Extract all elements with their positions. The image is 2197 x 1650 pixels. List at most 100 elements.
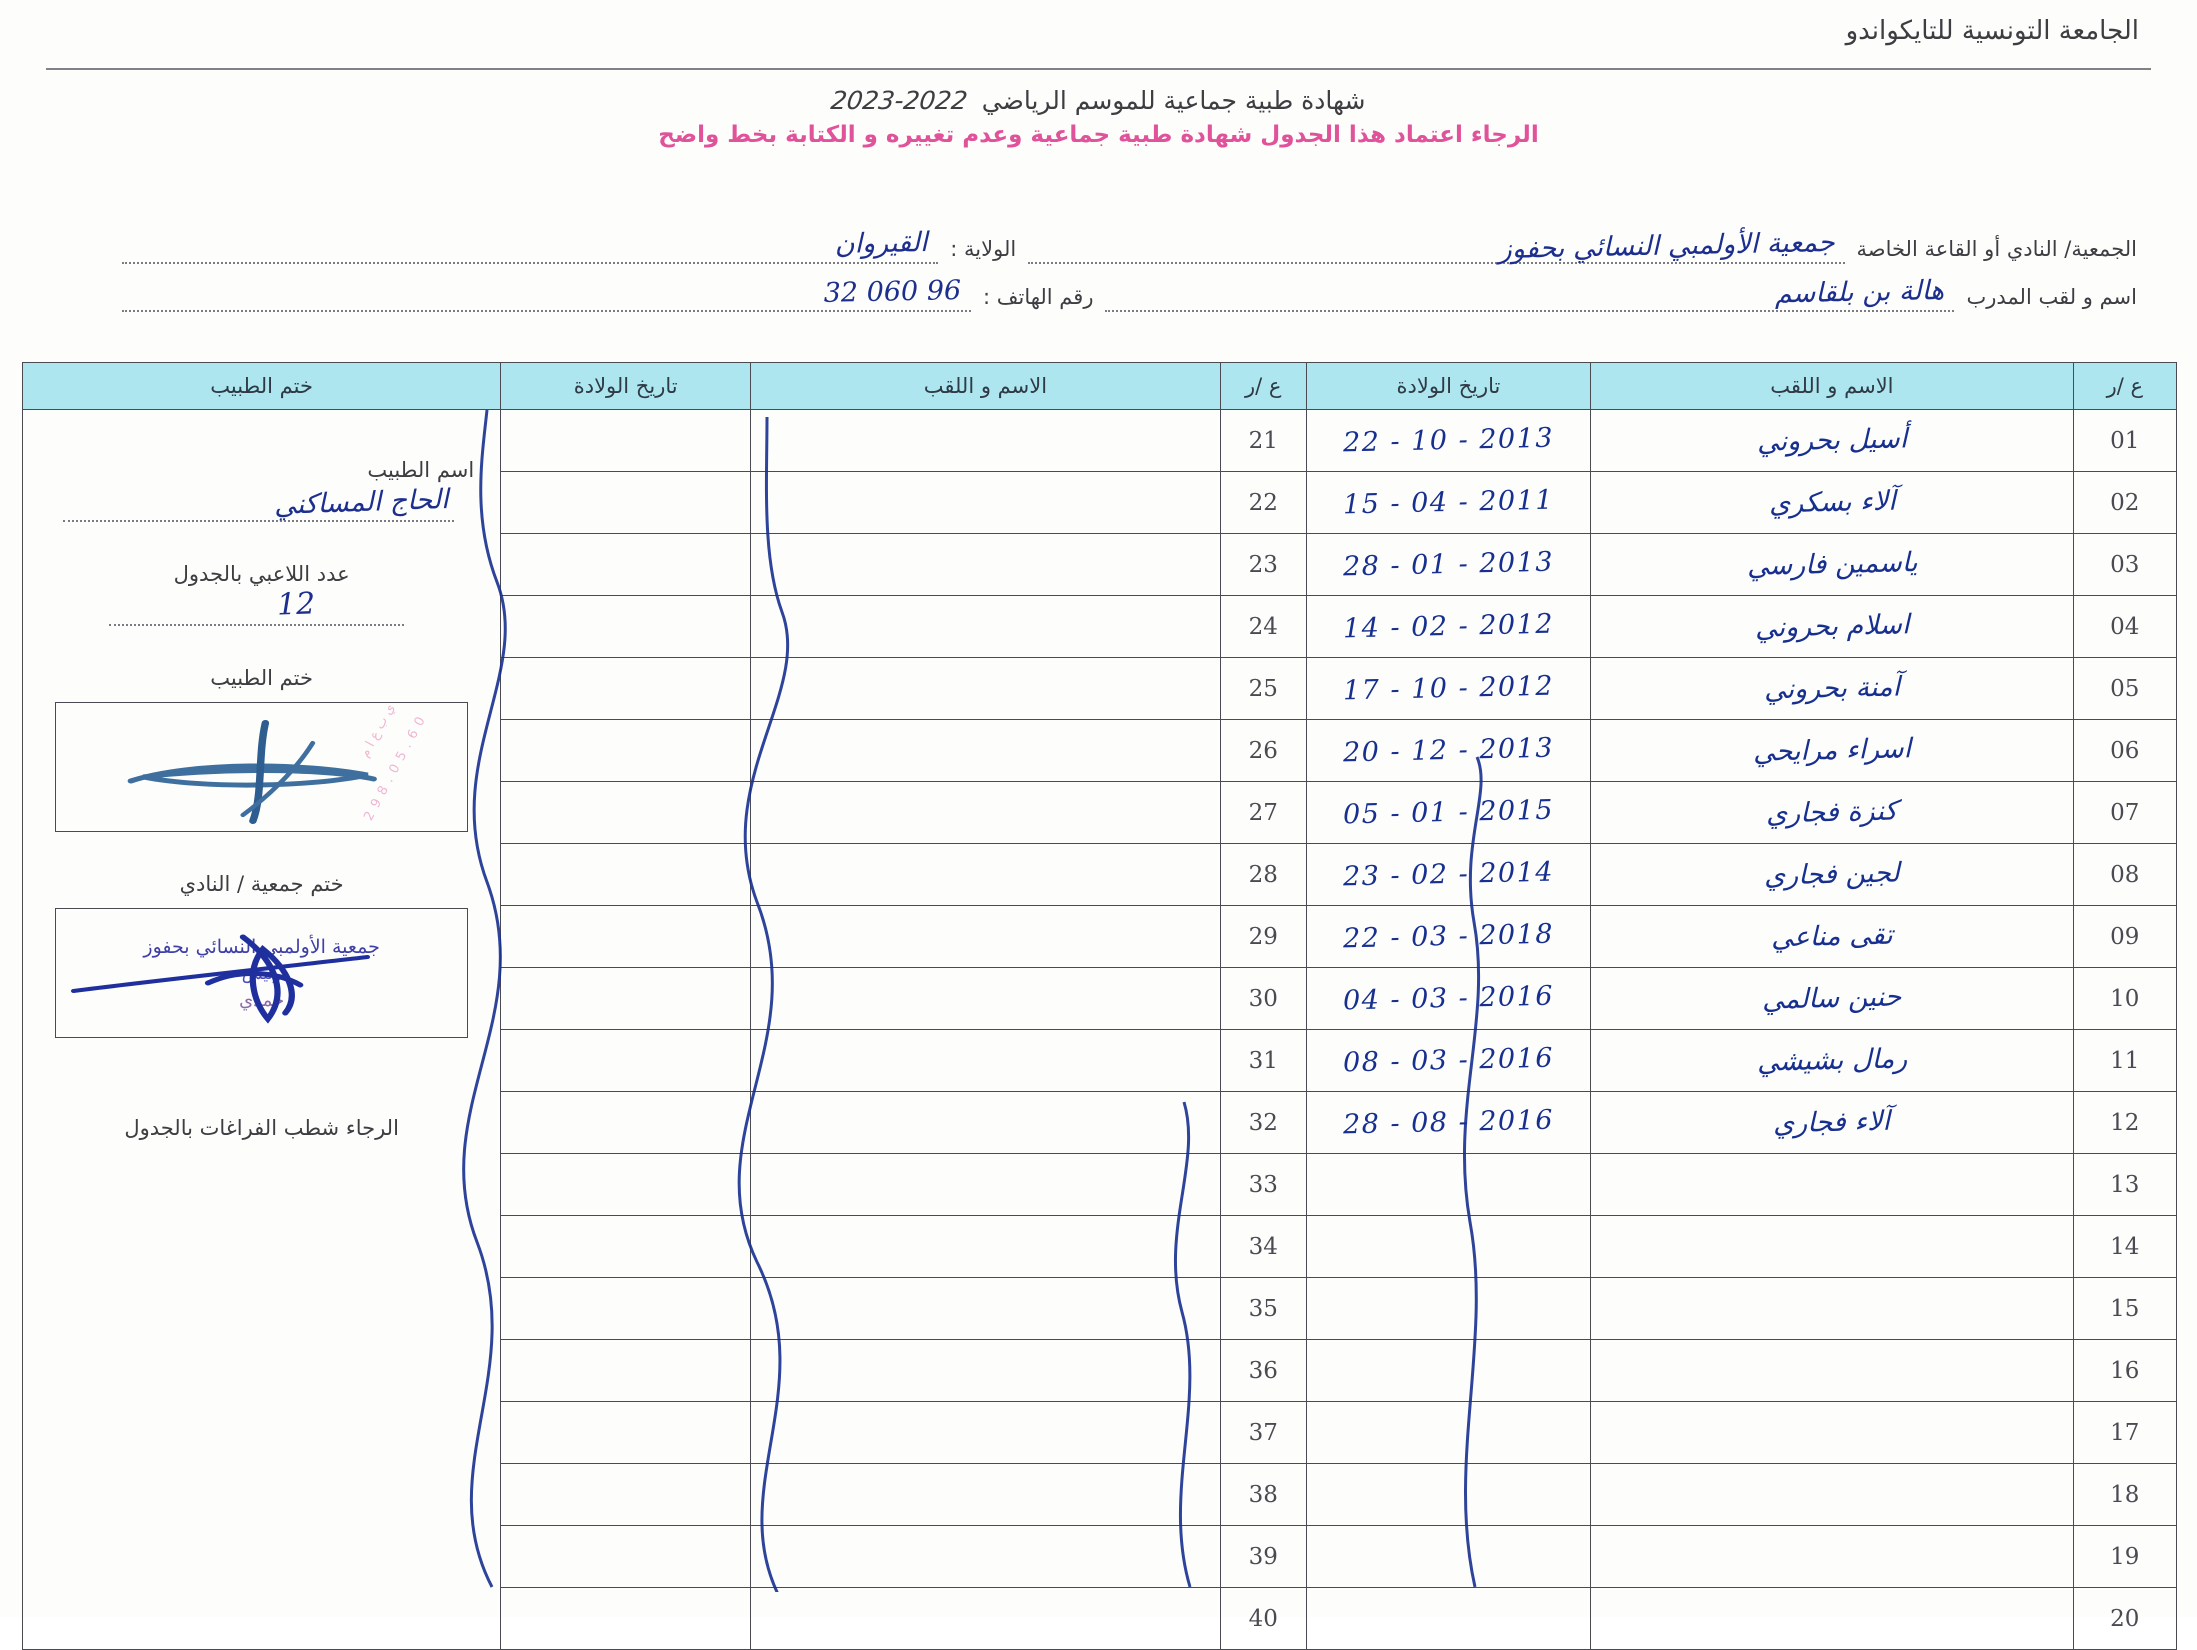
- cell-name-right[interactable]: اسراء مرايحي: [1590, 719, 2074, 782]
- cell-dob-right[interactable]: 2016 - 03 - 04: [1305, 967, 1592, 1030]
- cell-dob-left[interactable]: [500, 1339, 752, 1402]
- cell-number-left: 30: [1219, 967, 1307, 1030]
- cell-dob-left[interactable]: [500, 1525, 752, 1588]
- cell-dob-left[interactable]: [500, 967, 752, 1030]
- cell-dob-left[interactable]: [500, 1277, 752, 1340]
- club-field[interactable]: جمعية الأولمبي النسائي بحفوز: [1028, 227, 1845, 265]
- cell-name-right[interactable]: [1590, 1587, 2074, 1650]
- cell-dob-left[interactable]: [500, 781, 752, 844]
- table-row: 14 34: [23, 1215, 2178, 1278]
- cell-name-right[interactable]: [1590, 1339, 2074, 1402]
- cell-name-right[interactable]: تقى مناعي: [1590, 905, 2074, 968]
- cell-name-left[interactable]: [750, 843, 1221, 906]
- cell-name-left[interactable]: [750, 1587, 1221, 1650]
- cell-name-left[interactable]: [750, 1339, 1221, 1402]
- cell-dob-left[interactable]: [500, 843, 752, 906]
- cell-name-left[interactable]: [750, 471, 1221, 534]
- club-president-signature: [70, 934, 371, 1024]
- cell-dob-left[interactable]: [500, 1463, 752, 1526]
- cell-name-left[interactable]: [750, 1401, 1221, 1464]
- cell-name-right[interactable]: أسيل بحروني: [1590, 409, 2074, 472]
- cell-name-right[interactable]: [1590, 1463, 2074, 1526]
- cell-name-left[interactable]: [750, 1525, 1221, 1588]
- doctor-name-field[interactable]: الحاج المساكني: [63, 484, 455, 522]
- cell-dob-right[interactable]: 2016 - 03 - 08: [1305, 1029, 1592, 1092]
- cell-name-right[interactable]: آلاء بسكري: [1590, 471, 2074, 534]
- cell-name-right[interactable]: [1590, 1401, 2074, 1464]
- cell-name-left[interactable]: [750, 1153, 1221, 1216]
- cell-name-right[interactable]: [1590, 1277, 2074, 1340]
- cell-name-left[interactable]: [750, 1277, 1221, 1340]
- phone-field[interactable]: 96 060 32: [121, 275, 971, 312]
- cell-name-left[interactable]: [750, 595, 1221, 658]
- cell-dob-right[interactable]: [1305, 1215, 1592, 1278]
- cell-dob-right[interactable]: 2016 - 08 - 28: [1305, 1091, 1592, 1154]
- cell-dob-right[interactable]: 2012 - 02 - 14: [1305, 595, 1592, 658]
- cell-dob-right[interactable]: 2012 - 10 - 17: [1305, 657, 1592, 720]
- cell-dob-right[interactable]: [1305, 1153, 1592, 1216]
- cell-name-right[interactable]: اسلام بحروني: [1590, 595, 2074, 658]
- cell-name-right[interactable]: حنين سالمي: [1590, 967, 2074, 1030]
- cell-dob-right[interactable]: [1305, 1339, 1592, 1402]
- cell-name-right[interactable]: [1590, 1215, 2074, 1278]
- cell-dob-right[interactable]: [1305, 1587, 1592, 1650]
- cell-dob-right[interactable]: 2018 - 03 - 22: [1305, 905, 1592, 968]
- doctor-stamp-label: ختم الطبيب: [210, 666, 313, 690]
- cell-number-right: 16: [2072, 1339, 2178, 1402]
- cell-dob-left[interactable]: [500, 595, 752, 658]
- cell-name-right[interactable]: كنزة فجاري: [1590, 781, 2074, 844]
- cell-dob-right[interactable]: [1305, 1463, 1592, 1526]
- cell-dob-right[interactable]: 2014 - 02 - 23: [1305, 843, 1592, 906]
- cell-name-left[interactable]: [750, 719, 1221, 782]
- cell-dob-left[interactable]: [500, 471, 752, 534]
- cell-dob-left[interactable]: [500, 657, 752, 720]
- cell-dob-left[interactable]: [500, 719, 752, 782]
- cell-dob-left[interactable]: [500, 1401, 752, 1464]
- cell-name-left[interactable]: [750, 1463, 1221, 1526]
- cell-name-right[interactable]: رمال بشيشي: [1590, 1029, 2074, 1092]
- cell-name-right[interactable]: [1590, 1525, 2074, 1588]
- state-field[interactable]: القيروان: [121, 227, 939, 264]
- cell-name-left[interactable]: [750, 1215, 1221, 1278]
- cell-name-left[interactable]: [750, 409, 1221, 472]
- cell-dob-right[interactable]: 2015 - 01 - 05: [1305, 781, 1592, 844]
- cell-dob-left[interactable]: [500, 1091, 752, 1154]
- cell-dob-left[interactable]: [500, 1587, 752, 1650]
- cell-name-left[interactable]: [750, 1029, 1221, 1092]
- cell-dob-right[interactable]: 2013 - 12 - 20: [1305, 719, 1592, 782]
- cell-name-left[interactable]: [750, 1091, 1221, 1154]
- cell-number-left: 32: [1219, 1091, 1307, 1154]
- cell-name-left[interactable]: [750, 905, 1221, 968]
- cell-dob-right[interactable]: 2013 - 10 - 22: [1305, 409, 1592, 472]
- cell-dob-right[interactable]: [1305, 1525, 1592, 1588]
- cell-name-right[interactable]: آلاء فجاري: [1590, 1091, 2074, 1154]
- player-count-field[interactable]: 12: [109, 586, 405, 626]
- cell-name-right-value: آلاء بسكري: [1768, 485, 1896, 520]
- table-head: ع /ر الاسم و اللقب تاريخ الولادة ع /ر ال…: [21, 362, 2178, 410]
- cell-dob-right[interactable]: 2011 - 04 - 15: [1305, 471, 1592, 534]
- cell-name-left[interactable]: [750, 781, 1221, 844]
- doctor-stamp-box[interactable]: ط ب ي ب ع ا م 0 6 . 5 0 . 8 9 2: [55, 702, 469, 832]
- cell-name-right[interactable]: [1590, 1153, 2074, 1216]
- cell-number-left: 26: [1219, 719, 1307, 782]
- cell-dob-left[interactable]: [500, 533, 752, 596]
- cell-name-left[interactable]: [750, 657, 1221, 720]
- cell-name-left[interactable]: [750, 967, 1221, 1030]
- col-header-name-right: الاسم و اللقب: [1590, 362, 2074, 410]
- cell-dob-left[interactable]: [500, 1029, 752, 1092]
- cell-dob-left[interactable]: [500, 409, 752, 472]
- cell-dob-left[interactable]: [500, 905, 752, 968]
- cell-dob-left[interactable]: [500, 1153, 752, 1216]
- cell-name-right[interactable]: لجين فجاري: [1590, 843, 2074, 906]
- cell-name-right-value: اسلام بحروني: [1754, 609, 1910, 644]
- cell-name-right[interactable]: آمنة بحروني: [1590, 657, 2074, 720]
- cell-name-left[interactable]: [750, 533, 1221, 596]
- coach-field[interactable]: هالة بن بلقاسم: [1105, 275, 1955, 312]
- cell-dob-right[interactable]: [1305, 1401, 1592, 1464]
- club-stamp-box[interactable]: جمعية الأولمبي النسائي بحفوز رئيس حمدي: [55, 908, 469, 1038]
- season-label: 2023-2022: [829, 86, 970, 115]
- cell-dob-right[interactable]: 2013 - 01 - 28: [1305, 533, 1592, 596]
- cell-dob-right[interactable]: [1305, 1277, 1592, 1340]
- cell-name-right[interactable]: ياسمين فارسي: [1590, 533, 2074, 596]
- cell-dob-left[interactable]: [500, 1215, 752, 1278]
